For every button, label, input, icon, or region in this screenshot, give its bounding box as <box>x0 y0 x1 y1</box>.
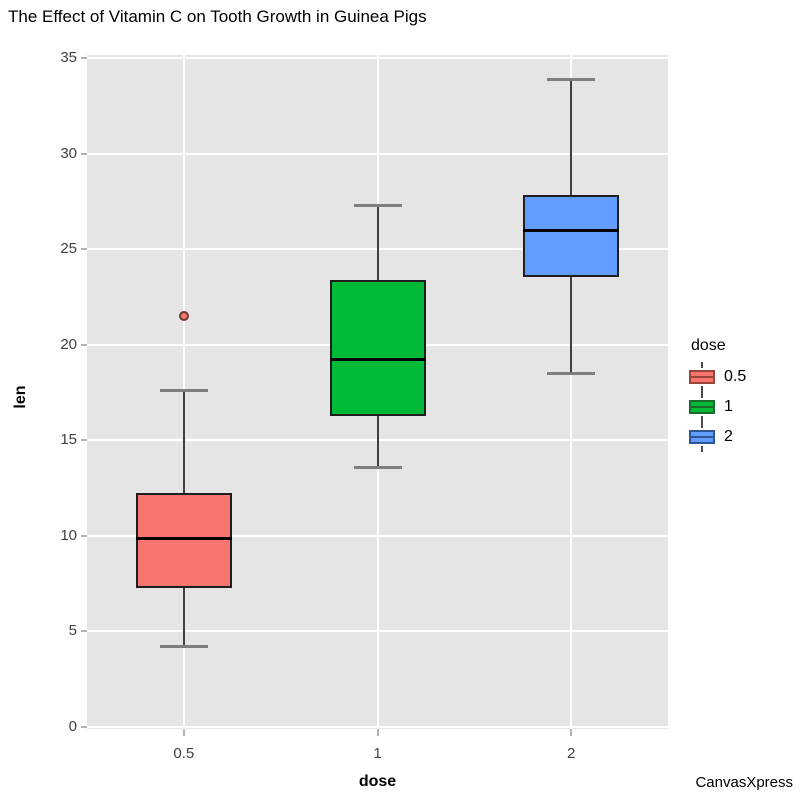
whisker-line <box>570 79 573 196</box>
legend-item-dose-2[interactable]: 2 <box>689 422 746 452</box>
boxplot-glyph-icon <box>689 422 715 452</box>
whisker-cap <box>353 465 402 469</box>
box-iqr[interactable] <box>329 280 426 417</box>
whisker-cap <box>159 645 208 649</box>
x-tick-mark <box>182 729 185 736</box>
median-line <box>135 537 232 541</box>
boxplot-group-dose-1[interactable] <box>87 55 668 729</box>
canvasxpress-watermark: CanvasXpress <box>695 774 793 791</box>
x-tick-mark <box>376 729 379 736</box>
whisker-cap <box>159 389 208 393</box>
x-tick-label: 1 <box>373 745 382 762</box>
outlier-point[interactable] <box>178 311 189 322</box>
y-axis-title: len <box>12 385 29 409</box>
boxplot-glyph-icon <box>689 362 715 392</box>
box-iqr[interactable] <box>135 492 232 589</box>
y-tick-mark <box>81 248 87 251</box>
boxplot-group-dose-0.5[interactable] <box>87 55 668 729</box>
y-tick-mark <box>81 726 87 728</box>
y-tick-mark <box>81 534 87 537</box>
y-tick-label: 20 <box>60 335 77 353</box>
y-tick-mark <box>81 57 87 59</box>
legend-label: 0.5 <box>724 368 747 385</box>
boxplot-glyph-icon <box>689 392 715 422</box>
legend-item-dose-0.5[interactable]: 0.5 <box>689 362 746 392</box>
whisker-cap <box>353 203 402 207</box>
y-tick-mark <box>81 152 87 155</box>
whisker-cap <box>547 77 596 81</box>
box-iqr[interactable] <box>523 195 620 278</box>
y-tick-label: 10 <box>60 526 77 544</box>
whisker-line <box>376 205 379 281</box>
y-tick-label: 5 <box>68 622 77 640</box>
legend-item-dose-1[interactable]: 1 <box>689 392 746 422</box>
legend-label: 2 <box>724 428 733 445</box>
x-tick-label: 2 <box>566 745 576 762</box>
boxplot-group-dose-2[interactable] <box>87 55 668 729</box>
whisker-cap <box>547 371 596 375</box>
legend-median-line <box>689 436 715 438</box>
plot-panel <box>87 55 668 729</box>
legend-median-line <box>689 406 715 408</box>
y-tick-mark <box>81 439 87 442</box>
legend-label: 1 <box>724 398 733 415</box>
y-tick-label: 30 <box>60 144 77 162</box>
y-tick-mark <box>81 630 87 633</box>
y-tick-label: 0 <box>68 718 77 735</box>
y-tick-label: 15 <box>60 431 77 449</box>
whisker-line <box>570 277 573 374</box>
median-line <box>329 357 426 361</box>
whisker-line <box>376 416 379 468</box>
x-tick-mark <box>570 729 573 736</box>
x-tick-label: 0.5 <box>173 745 195 762</box>
y-tick-label: 35 <box>60 49 77 66</box>
v-gridline <box>570 55 573 729</box>
legend-median-line <box>689 376 715 378</box>
legend: dose 0.5 1 2 <box>689 336 746 452</box>
legend-items: 0.5 1 2 <box>689 362 746 452</box>
x-axis-title: dose <box>358 773 397 790</box>
whisker-line <box>182 390 185 493</box>
y-tick-label: 25 <box>60 240 77 258</box>
whisker-line <box>182 588 185 647</box>
median-line <box>523 229 620 233</box>
chart-title: The Effect of Vitamin C on Tooth Growth … <box>8 7 427 26</box>
y-tick-mark <box>81 343 87 346</box>
legend-title: dose <box>691 337 726 354</box>
